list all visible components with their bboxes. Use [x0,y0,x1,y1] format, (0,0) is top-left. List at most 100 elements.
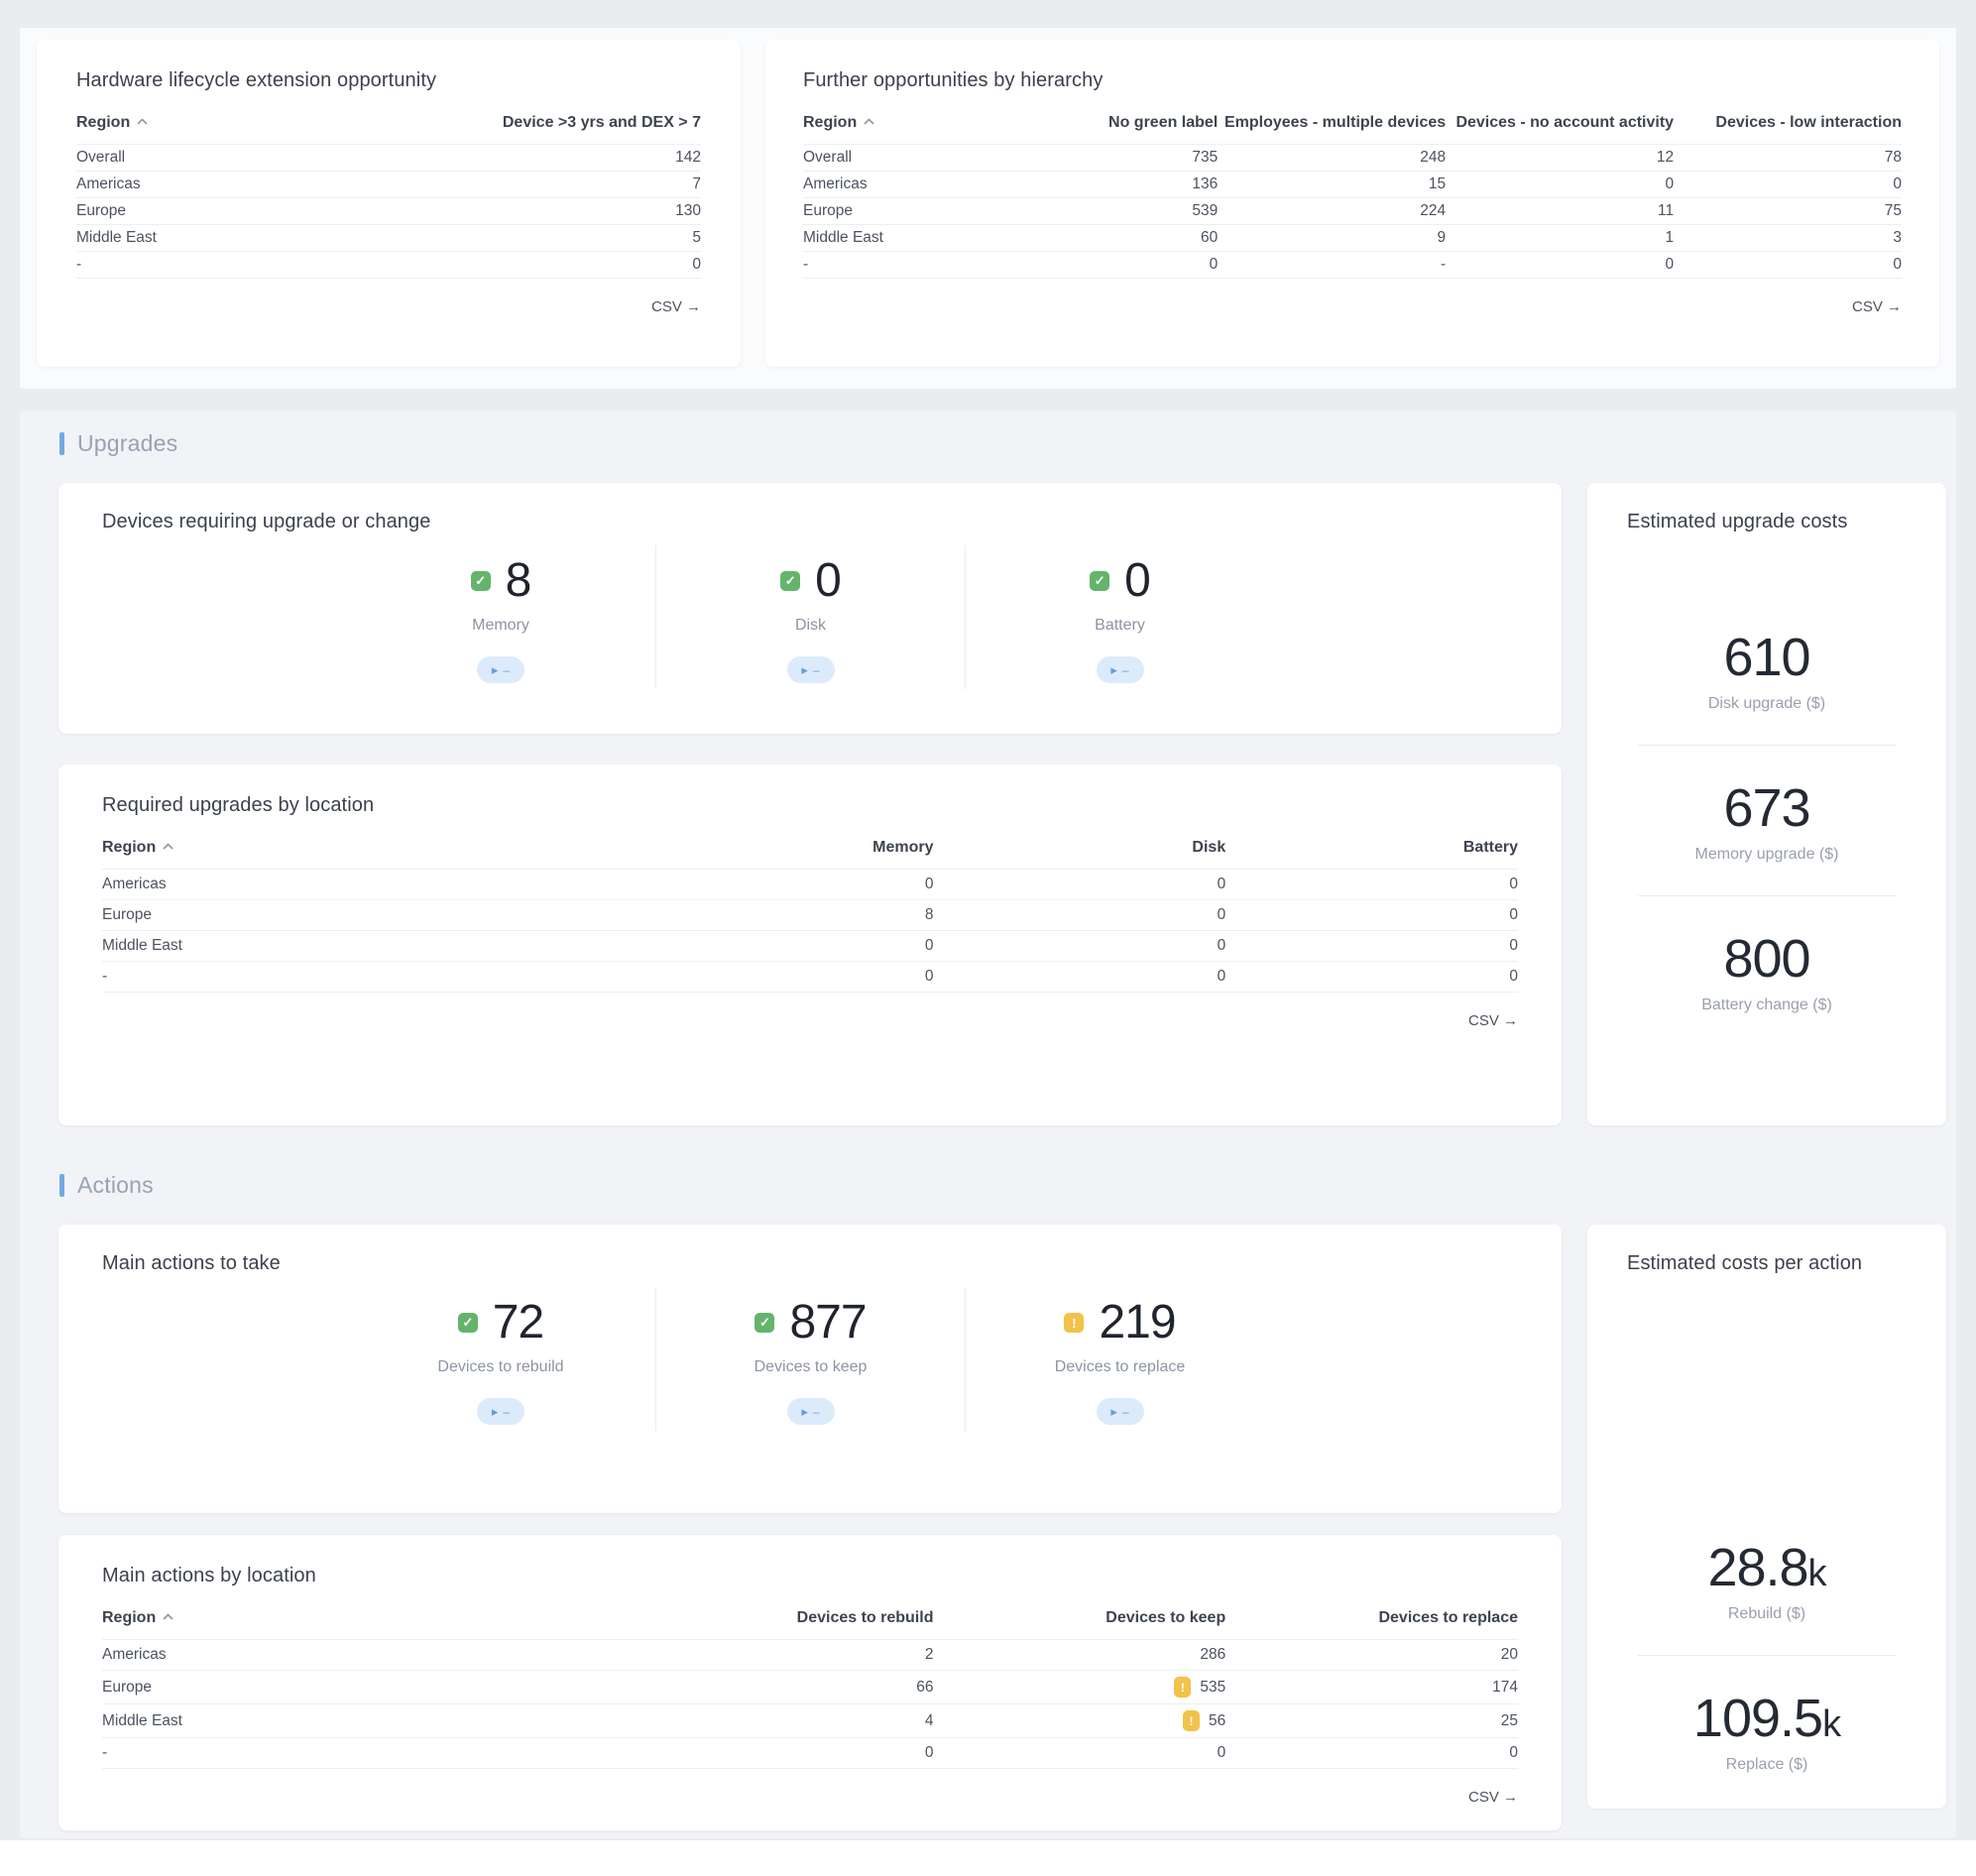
table-row[interactable]: - 0 0 0 [102,961,1518,993]
stat-top: 8 [470,557,531,605]
card-title: Further opportunities by hierarchy [803,69,1104,91]
stat-label: Devices to rebuild [437,1358,564,1375]
table-row[interactable]: Europe 66 535 174 [102,1670,1518,1704]
devices-to-keep-column-header[interactable]: Devices to keep [1105,1609,1226,1626]
table-row[interactable]: Middle East 60 9 1 3 [803,224,1902,252]
employees-multiple-devices-column-header[interactable]: Employees - multiple devices [1223,114,1447,131]
cost-number: 673 [1723,778,1810,838]
no-account-activity-cell: 0 [1446,251,1675,279]
table-row[interactable]: Overall 735 248 12 78 [803,144,1902,172]
table-row[interactable]: - 0 [76,251,701,279]
keep-value: 286 [1200,1646,1226,1663]
region-cell: Middle East [76,224,420,252]
disk-column-header[interactable]: Disk [1192,839,1226,856]
dash-icon [503,662,510,677]
region-cell: Europe [102,899,641,931]
cost-number: 610 [1723,628,1810,687]
no-green-label-cell: 735 [989,144,1219,172]
stat-value: 0 [1124,554,1151,607]
stat-value: 877 [789,1296,867,1348]
table-row[interactable]: - 0 0 0 [102,1737,1518,1769]
sort-asc-icon [137,118,148,125]
table-row[interactable]: Europe 539 224 11 75 [803,197,1902,225]
stat-action-button[interactable] [1096,1398,1144,1425]
table-row[interactable]: Americas 7 [76,171,701,198]
csv-export-link[interactable]: CSV → [1467,1012,1518,1029]
stat-action-button[interactable] [1096,656,1144,683]
region-column-header[interactable]: Region [76,108,420,145]
hierarchy-table: Region No green label Employees - multip… [803,108,1902,279]
dash-icon [1122,1404,1129,1419]
stat-top: 72 [457,1299,544,1347]
low-interaction-cell: 78 [1674,144,1902,172]
stat-action-button[interactable] [477,656,524,683]
table-row[interactable]: Middle East 4 56 25 [102,1703,1518,1738]
card-title: Required upgrades by location [102,794,375,816]
devices-to-rebuild-column-header[interactable]: Devices to rebuild [796,1609,934,1626]
cost-label: Memory upgrade ($) [1694,846,1839,863]
region-cell: Overall [803,144,990,172]
region-column-header[interactable]: Region [102,833,641,870]
column-label: Region [803,114,858,131]
region-cell: Europe [76,197,420,225]
employees-multiple-devices-cell: 224 [1218,197,1447,225]
dash-icon [1122,662,1129,677]
main-panel: Upgrades Devices requiring upgrade or ch… [20,410,1956,1838]
no-green-label-cell: 60 [989,224,1219,252]
region-cell: - [102,961,641,993]
column-label: Region [102,839,157,856]
card-title: Estimated costs per action [1627,1252,1863,1274]
csv-export-link[interactable]: CSV → [1467,1789,1518,1806]
memory-column-header[interactable]: Memory [872,839,934,856]
cost-label: Replace ($) [1725,1756,1808,1773]
stat-action-button[interactable] [477,1398,524,1425]
hierarchy-table-body: Overall 735 248 12 78 Americas 136 15 0 [803,144,1902,279]
table-row[interactable]: Middle East 5 [76,224,701,252]
region-cell: Americas [102,1639,641,1671]
column-label: Region [76,114,131,131]
devices-to-keep-cell: 0 [933,1737,1226,1769]
lifecycle-table-body: Overall 142 Americas 7 Europe 130 [76,144,701,279]
no-green-label-column-header[interactable]: No green label [1108,114,1219,131]
region-column-header[interactable]: Region [102,1603,641,1640]
csv-export-link[interactable]: CSV → [1851,298,1902,315]
no-account-activity-column-header[interactable]: Devices - no account activity [1455,114,1675,131]
stat-action-button[interactable] [786,1398,835,1425]
table-row[interactable]: Middle East 0 0 0 [102,930,1518,962]
battery-column-header[interactable]: Battery [1462,839,1518,856]
table-row[interactable]: - 0 - 0 0 [803,251,1902,279]
value-column-header[interactable]: Device >3 yrs and DEX > 7 [502,114,701,131]
table-row[interactable]: Americas 2 286 20 [102,1639,1518,1671]
table-row[interactable]: Europe 130 [76,197,701,225]
devices-to-rebuild-cell: 0 [640,1737,934,1769]
table-row[interactable]: Overall 142 [76,144,701,172]
main-actions-table: Region Devices to rebuild Devices to kee… [102,1603,1518,1769]
stat-action-button[interactable] [786,656,835,683]
stat: 72 Devices to rebuild [346,1287,655,1431]
table-row[interactable]: Americas 136 15 0 0 [803,171,1902,198]
memory-cell: 8 [640,899,934,931]
cost-value: 673 [1638,781,1895,835]
table-header-row: Region Memory Disk Battery [102,833,1518,870]
devices-to-replace-column-header[interactable]: Devices to replace [1378,1609,1518,1626]
disk-cell: 0 [933,961,1226,993]
region-cell: - [803,251,990,279]
devices-upgrade-card: Devices requiring upgrade or change 8 Me… [58,483,1562,734]
stat-label: Devices to replace [1054,1358,1186,1375]
cost-item: 800 Battery change ($) [1638,895,1896,1046]
table-header-row: Region No green label Employees - multip… [803,108,1902,145]
devices-to-rebuild-cell: 4 [640,1703,934,1738]
no-account-activity-cell: 1 [1446,224,1675,252]
table-row[interactable]: Americas 0 0 0 [102,869,1518,900]
csv-export-link[interactable]: CSV → [650,298,701,315]
region-column-header[interactable]: Region [803,108,989,145]
keep-value: 0 [1217,1744,1226,1761]
employees-multiple-devices-cell: 9 [1218,224,1447,252]
employees-multiple-devices-cell: 248 [1218,144,1447,172]
stat-label: Battery [1095,617,1145,634]
battery-cell: 0 [1225,930,1518,962]
table-row[interactable]: Europe 8 0 0 [102,899,1518,931]
low-interaction-column-header[interactable]: Devices - low interaction [1715,114,1902,131]
cost-suffix: k [1807,1553,1827,1594]
